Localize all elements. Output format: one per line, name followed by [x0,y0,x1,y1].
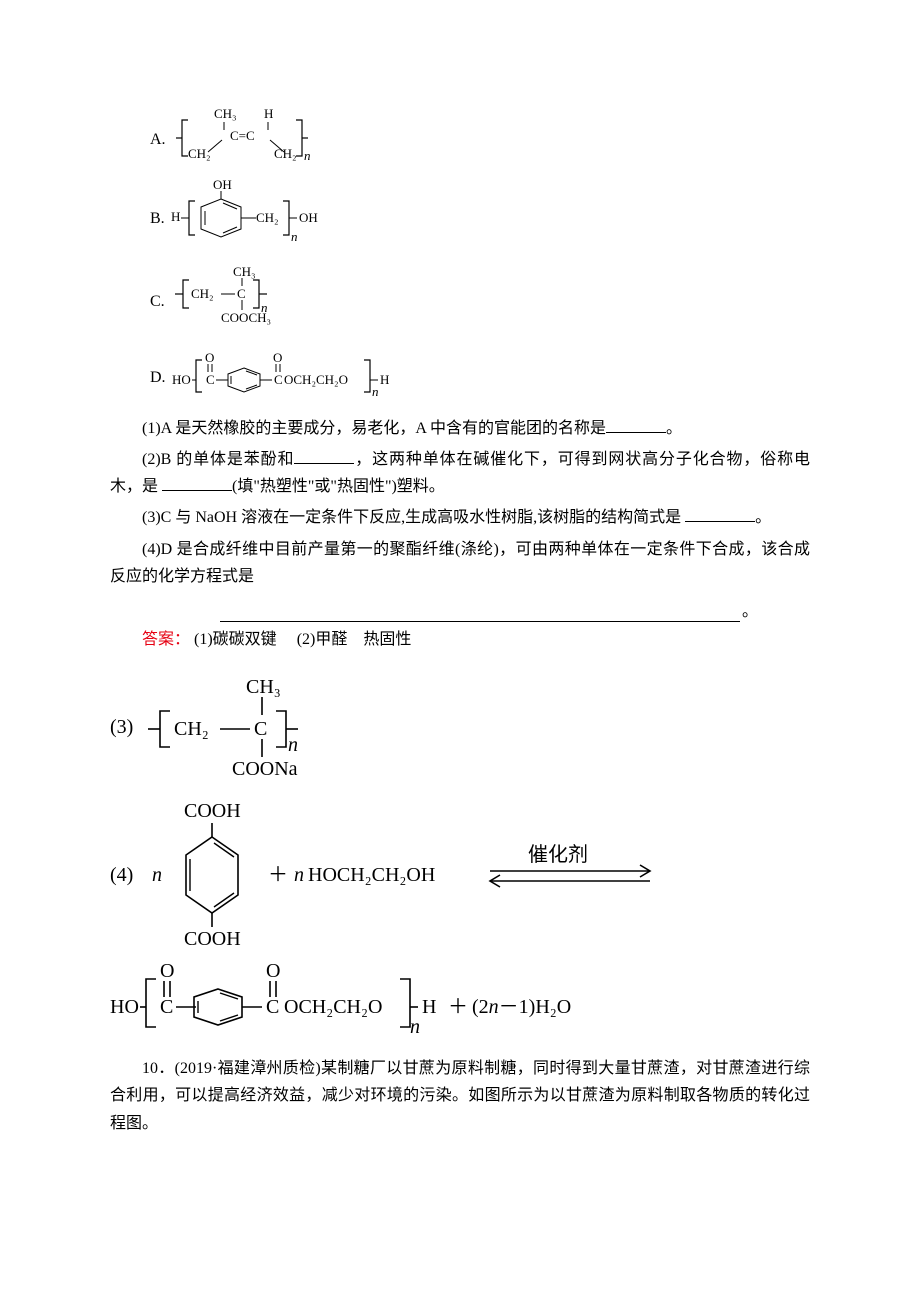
svg-text:C=C: C=C [230,128,255,143]
svg-text:(4): (4) [110,864,133,886]
answer-line-1: 答案： (1)碳碳双键 (2)甲醛 热固性 [110,626,810,653]
q2-blank2 [162,474,232,491]
answer-1: (1)碳碳双键 [194,631,277,648]
answer-4: (4) n COOH COOH ＋ n HOCH₂CH₂OH 催化剂 [110,799,810,1045]
q1-text: (1)A 是天然橡胶的主要成分，易老化，A 中含有的官能团的名称是 [142,420,606,437]
answer-4-rhs: HO C O C O OCH₂C [110,955,750,1045]
svg-text:n: n [291,229,298,244]
svg-text:CH₃: CH₃ [233,264,256,279]
svg-text:C: C [274,372,283,387]
svg-text:(2n－1)H₂O: (2n－1)H₂O [472,996,571,1018]
question-4: (4)D 是合成纤维中目前产量第一的聚酯纤维(涤纶)，可由两种单体在一定条件下合… [110,536,810,590]
svg-text:n: n [304,148,311,163]
option-a: A. CH₃ H C=C [150,106,810,173]
q1-blank [606,416,666,433]
answer-4-lhs: (4) n COOH COOH ＋ n HOCH₂CH₂OH 催化剂 [110,799,750,949]
option-d-label: D. [150,364,166,391]
svg-text:C: C [160,996,173,1018]
q4-text: (4)D 是合成纤维中目前产量第一的聚酯纤维(涤纶)，可由两种单体在一定条件下合… [110,541,810,585]
svg-text:CH₂: CH₂ [274,146,297,161]
svg-text:COOH: COOH [184,800,241,822]
svg-text:COOH: COOH [184,928,241,949]
q3a-text: (3)C 与 NaOH 溶液在一定条件下反应,生成高吸水性树脂,该树脂的结构简式… [142,509,685,526]
svg-text:OCH₂CH₂O: OCH₂CH₂O [284,996,382,1018]
svg-text:(3): (3) [110,716,133,738]
option-c-label: C. [150,288,165,315]
answer-2: (2)甲醛 热固性 [297,631,412,648]
svg-text:O: O [205,350,214,365]
svg-text:C: C [237,286,246,301]
svg-text:C: C [266,996,279,1018]
svg-text:HO: HO [172,372,191,387]
option-d-structure: HO C O C [172,346,452,409]
svg-text:n: n [261,300,268,315]
question-3: (3)C 与 NaOH 溶液在一定条件下反应,生成高吸水性树脂,该树脂的结构简式… [110,504,810,531]
option-b-label: B. [150,205,165,232]
svg-text:HOCH₂CH₂OH: HOCH₂CH₂OH [308,864,435,886]
svg-text:HO: HO [110,996,139,1018]
q3-blank [685,505,755,522]
q10-text: 10．(2019·福建漳州质检)某制糖厂以甘蔗为原料制糖，同时得到大量甘蔗渣，对… [110,1060,810,1131]
svg-text:O: O [273,350,282,365]
svg-text:CH₂: CH₂ [188,146,211,161]
svg-text:n: n [152,864,162,886]
answer-3-structure: (3) CH₂ C CH₃ COONa n [110,671,410,781]
svg-text:＋: ＋ [268,864,288,886]
question-2: (2)B 的单体是苯酚和，这两种单体在碱催化下，可得到网状高分子化合物，俗称电木… [110,446,810,500]
svg-text:OH: OH [299,210,318,225]
svg-text:C: C [206,372,215,387]
svg-text:CH₂: CH₂ [191,286,214,301]
svg-text:H: H [171,209,180,224]
svg-text:OH: OH [213,179,232,192]
option-c-structure: CH₂ C CH₃ COOCH₃ n [171,264,341,339]
svg-text:n: n [294,864,304,886]
svg-text:催化剂: 催化剂 [528,843,588,866]
answer-label: 答案： [142,631,190,648]
svg-text:OCH₂CH₂O: OCH₂CH₂O [284,372,348,387]
svg-text:H: H [380,372,389,387]
option-d: D. HO C O [150,346,810,409]
svg-text:O: O [160,960,174,982]
option-a-structure: CH₃ H C=C CH₂ CH₂ n [172,106,322,173]
svg-text:CH₂: CH₂ [256,210,279,225]
svg-text:n: n [410,1016,420,1038]
q1-end: 。 [666,420,682,437]
svg-text:n: n [288,734,298,756]
svg-text:＋: ＋ [448,996,468,1018]
q3b-text: 。 [755,509,771,526]
page: A. CH₃ H C=C [0,0,920,1201]
option-b: B. H OH [150,179,810,258]
q4-blank-line: 。 [220,594,740,622]
q2a-text: (2)B 的单体是苯酚和 [142,451,294,468]
svg-text:H: H [422,996,436,1018]
q2c-text: (填"热塑性"或"热固性")塑料。 [232,478,445,495]
answer-3: (3) CH₂ C CH₃ COONa n [110,671,810,781]
option-a-label: A. [150,126,166,153]
svg-text:H: H [264,106,273,121]
svg-text:COONa: COONa [232,758,298,780]
q4-blank-end: 。 [742,598,758,625]
svg-text:CH₃: CH₃ [214,106,237,121]
question-10: 10．(2019·福建漳州质检)某制糖厂以甘蔗为原料制糖，同时得到大量甘蔗渣，对… [110,1055,810,1137]
option-b-structure: H OH CH₂ [171,179,371,258]
svg-text:n: n [372,384,379,399]
svg-text:O: O [266,960,280,982]
question-1: (1)A 是天然橡胶的主要成分，易老化，A 中含有的官能团的名称是 。 [110,415,810,442]
q2-blank1 [294,447,354,464]
svg-text:CH₃: CH₃ [246,676,281,698]
svg-text:CH₂: CH₂ [174,718,209,740]
svg-text:C: C [254,718,267,740]
option-c: C. CH₂ C CH₃ COOCH₃ [150,264,810,339]
